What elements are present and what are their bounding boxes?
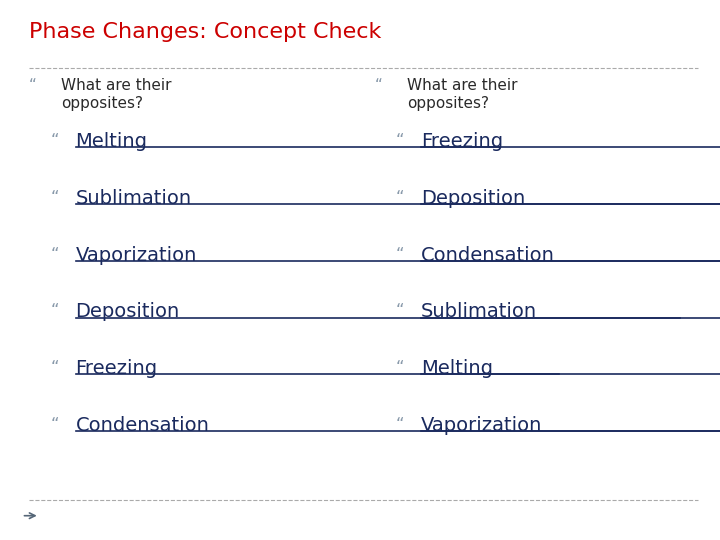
Text: “: “: [50, 416, 59, 434]
Text: “: “: [396, 246, 405, 264]
Text: What are their
opposites?: What are their opposites?: [61, 78, 171, 111]
Text: “: “: [50, 189, 59, 207]
Text: Deposition: Deposition: [421, 189, 526, 208]
Text: “: “: [396, 416, 405, 434]
Text: “: “: [396, 132, 405, 150]
Text: Melting: Melting: [76, 132, 148, 151]
Text: Condensation: Condensation: [76, 416, 210, 435]
Text: “: “: [396, 302, 405, 320]
Text: “: “: [29, 78, 37, 93]
Text: Freezing: Freezing: [76, 359, 158, 378]
Text: Melting: Melting: [421, 359, 493, 378]
Text: Sublimation: Sublimation: [76, 189, 192, 208]
Text: Vaporization: Vaporization: [421, 416, 543, 435]
Text: “: “: [374, 78, 382, 93]
Text: “: “: [396, 189, 405, 207]
Text: “: “: [50, 302, 59, 320]
Text: “: “: [50, 246, 59, 264]
Text: Deposition: Deposition: [76, 302, 180, 321]
Text: Phase Changes: Concept Check: Phase Changes: Concept Check: [29, 22, 381, 42]
Text: What are their
opposites?: What are their opposites?: [407, 78, 517, 111]
Text: Sublimation: Sublimation: [421, 302, 537, 321]
Text: Condensation: Condensation: [421, 246, 555, 265]
Text: Vaporization: Vaporization: [76, 246, 197, 265]
Text: Freezing: Freezing: [421, 132, 503, 151]
Text: “: “: [50, 359, 59, 377]
Text: “: “: [396, 359, 405, 377]
Text: “: “: [50, 132, 59, 150]
